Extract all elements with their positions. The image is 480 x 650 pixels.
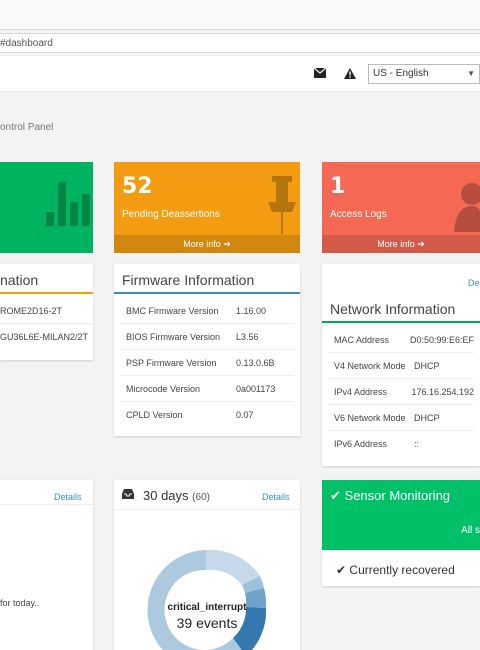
donut-segment[interactable] — [245, 588, 267, 608]
today-text: for today.. — [0, 598, 40, 608]
warning-icon[interactable] — [344, 68, 358, 80]
info-key: BMC Firmware Version — [126, 305, 219, 316]
donut-center-label: critical_interrupt — [167, 602, 247, 613]
info-value: ROME2D16-2T — [0, 305, 63, 316]
tile-number: 1 — [330, 174, 346, 199]
arrow-circle-right-icon: ➔ — [417, 239, 425, 249]
events-count-badge: (60) — [192, 492, 210, 503]
events-donut-chart[interactable] — [136, 540, 276, 650]
donut-segment[interactable] — [233, 607, 267, 650]
info-row: V4 Network Mode DHCP — [328, 353, 474, 379]
card-divider — [322, 321, 480, 323]
info-value: DHCP — [414, 412, 440, 423]
tile-label: Pending Deassertions — [122, 209, 220, 220]
tile-green[interactable] — [0, 162, 93, 253]
info-row: BMC Firmware Version 1.16.00 — [120, 298, 294, 324]
sensor-status-text: Currently recovered — [349, 563, 455, 577]
user-icon — [454, 183, 480, 232]
arrow-circle-right-icon: ➔ — [223, 239, 231, 249]
more-info-label: More info — [183, 239, 221, 249]
info-value: 1.16.00 — [236, 305, 267, 316]
envelope-icon[interactable] — [313, 67, 328, 80]
sensor-title-text: Sensor Monitoring — [344, 488, 451, 503]
more-info-link[interactable]: More info ➔ — [114, 235, 300, 253]
today-events-card: Details for today.. — [0, 480, 93, 650]
card-divider — [0, 292, 93, 294]
info-value: L3.56 — [236, 331, 259, 342]
browser-toolbar — [0, 0, 480, 30]
info-key: V6 Network Mode — [334, 412, 406, 423]
info-row: GU36L6E-MILAN2/2T — [0, 324, 93, 350]
events-title-text: 30 days — [143, 488, 189, 503]
more-info-link[interactable]: More info ➔ — [322, 235, 480, 253]
card-divider — [114, 509, 300, 510]
address-bar[interactable]: #dashboard — [0, 33, 480, 53]
info-key: MAC Address — [334, 334, 390, 345]
info-key: IPv6 Address — [334, 439, 388, 449]
board-info-card: nation ROME2D16-2T GU36L6E-MILAN2/2T — [0, 264, 93, 360]
today-details-link[interactable]: Details — [54, 492, 82, 502]
donut-center-value: 39 events — [176, 615, 238, 631]
info-row: IPv6 Address:: — [328, 431, 474, 457]
info-key: V4 Network Mode — [334, 360, 406, 371]
info-row: ROME2D16-2T — [0, 298, 93, 324]
language-select-value: US - English — [373, 68, 429, 79]
info-row: PSP Firmware Version 0.13.0.6B — [120, 350, 294, 376]
info-value: 0a001173 — [236, 383, 276, 394]
info-row: BIOS Firmware Version L3.56 — [120, 324, 294, 350]
sensor-status-card: ✔ Currently recovered — [322, 550, 480, 586]
info-row: MAC Address D0:50:99:E6:EF — [328, 327, 474, 353]
info-value: 0.13.0.6B — [236, 357, 275, 368]
chevron-down-icon: ▼ — [467, 69, 475, 78]
bar-chart-icon — [46, 182, 90, 226]
tile-pending-deassertions[interactable]: 52 Pending Deassertions More info ➔ — [114, 162, 300, 253]
top-header: US - English ▼ — [0, 56, 480, 92]
sensor-status: ✔ Currently recovered — [336, 563, 455, 577]
info-key: IPv4 Address — [334, 386, 388, 397]
sensor-subtitle: All s — [461, 525, 480, 536]
card-divider — [114, 292, 300, 294]
info-value: GU36L6E-MILAN2/2T — [0, 332, 89, 342]
info-value: D0:50:99:E6:EF — [409, 334, 474, 345]
breadcrumb: ontrol Panel — [0, 122, 54, 133]
info-key: Microcode Version — [126, 383, 201, 394]
info-value: 176.16.254.192 — [411, 386, 474, 397]
network-info-card: De Network Information MAC Address D0:50:… — [322, 264, 480, 466]
check-circle-outline-icon: ✔ — [336, 563, 347, 577]
donut-segment[interactable] — [206, 549, 260, 585]
info-value: :: — [414, 439, 420, 449]
info-value: DHCP — [414, 360, 440, 371]
pushpin-icon — [268, 176, 296, 234]
firmware-info-card: Firmware Information BMC Firmware Versio… — [114, 264, 300, 436]
card-title: Firmware Information — [122, 272, 255, 288]
sensor-title: ✔ Sensor Monitoring — [330, 488, 450, 504]
events-title: 30 days (60) — [143, 488, 210, 503]
info-key: PSP Firmware Version — [126, 357, 217, 368]
event-30-days-card: 30 days (60) Details critical_interrupt … — [114, 480, 300, 650]
donut-segment[interactable] — [242, 576, 264, 593]
events-count-value: 60 — [195, 492, 207, 503]
info-key: CPLD Version — [126, 410, 183, 420]
language-select[interactable]: US - English ▼ — [368, 64, 480, 84]
info-value: 0.07 — [236, 410, 254, 420]
info-row: CPLD Version 0.07 — [120, 402, 294, 428]
inbox-icon — [122, 489, 134, 499]
info-key: BIOS Firmware Version — [126, 331, 221, 342]
card-title: Network Information — [330, 301, 456, 317]
sensor-monitoring-header[interactable]: ✔ Sensor Monitoring All s — [322, 480, 480, 550]
events-details-link[interactable]: Details — [262, 492, 290, 502]
more-info-label: More info — [377, 239, 415, 249]
tile-access-logs[interactable]: 1 Access Logs More info ➔ — [322, 162, 480, 253]
card-divider — [0, 504, 93, 505]
check-circle-icon: ✔ — [330, 488, 341, 503]
tile-label: Access Logs — [330, 209, 387, 220]
card-title: nation — [0, 272, 39, 288]
info-row: Microcode Version 0a001173 — [120, 376, 294, 402]
info-row: IPv4 Address 176.16.254.192 — [328, 379, 474, 405]
address-bar-text[interactable]: #dashboard — [0, 38, 53, 49]
tile-number: 52 — [122, 174, 153, 199]
network-details-link[interactable]: De — [468, 278, 480, 288]
donut-segment[interactable] — [147, 550, 246, 650]
info-row: V6 Network Mode DHCP — [328, 405, 474, 431]
